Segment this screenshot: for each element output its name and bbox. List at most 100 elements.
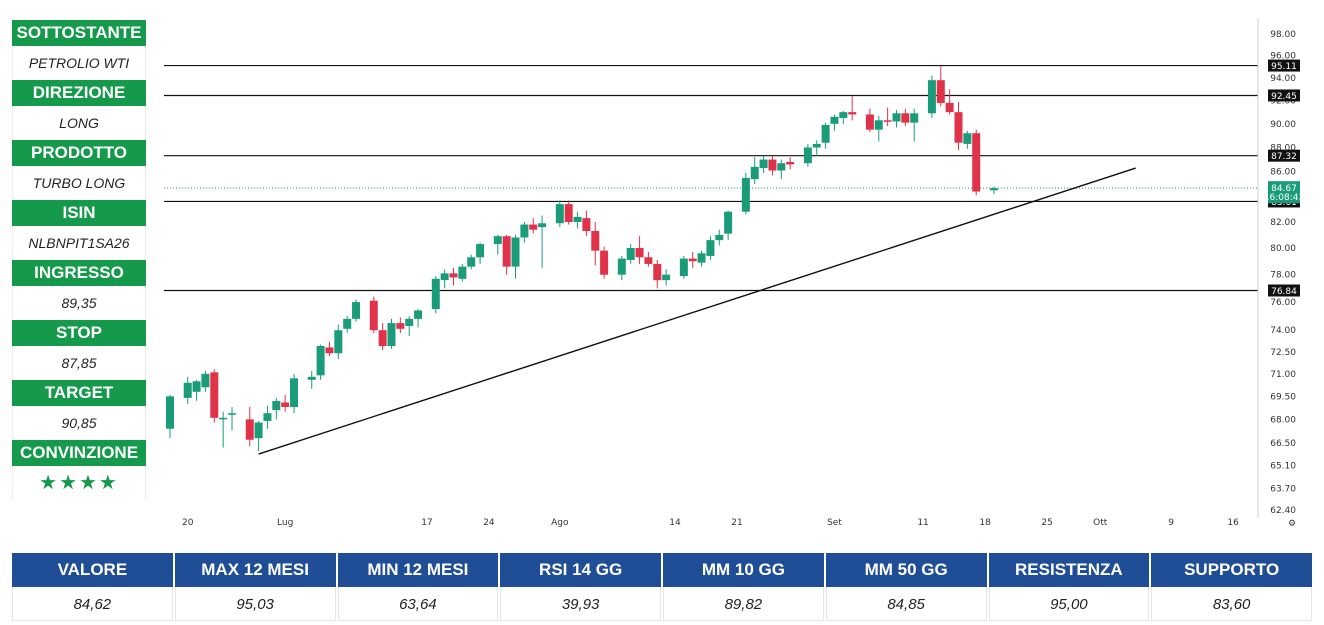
candle-body — [493, 236, 502, 245]
candle-body — [600, 250, 609, 275]
candle-body — [290, 378, 299, 408]
y-tick-label: 69.50 — [1270, 392, 1296, 402]
y-tick-label: 76.00 — [1270, 298, 1296, 308]
stats-value-row: 84,62 95,03 63,64 39,93 89,82 84,85 95,0… — [12, 587, 1312, 621]
stats-table: VALORE MAX 12 MESI MIN 12 MESI RSI 14 GG… — [12, 553, 1312, 621]
panel-label: DIREZIONE — [12, 80, 146, 106]
y-tick-label: 62.40 — [1270, 506, 1296, 516]
current-price-tag — [1268, 181, 1300, 204]
panel-label: ISIN — [12, 200, 146, 226]
current-price-label: 84.67 — [1271, 184, 1297, 194]
panel-value: ★★★★ — [12, 466, 146, 500]
candle-body — [183, 382, 192, 398]
candle-body — [901, 113, 910, 123]
candle-body — [927, 80, 936, 114]
x-tick-label: 25 — [1041, 518, 1052, 528]
stats-value: 39,93 — [500, 587, 661, 621]
y-tick-label: 68.00 — [1270, 415, 1296, 425]
panel-value: NLBNPIT1SA26 — [12, 226, 146, 260]
y-tick-label: 72.50 — [1270, 348, 1296, 358]
candle-body — [228, 413, 237, 415]
y-tick-label: 92.00 — [1270, 97, 1296, 107]
candle-body — [591, 231, 600, 251]
x-axis: 20 Lug 17 24 Ago 14 21 Set 11 18 25 Ott 9 16 ⚙ — [182, 518, 1296, 529]
candle-body — [883, 120, 892, 122]
candle-body — [449, 273, 458, 278]
candle-body — [343, 318, 352, 329]
candle-body — [201, 373, 210, 388]
candle-body — [387, 323, 396, 347]
y-tick-label: 98.00 — [1270, 30, 1296, 40]
candle-body — [520, 224, 529, 238]
candle-body — [245, 419, 254, 440]
y-tick-label: 86.00 — [1270, 168, 1296, 178]
candle-body — [316, 346, 325, 376]
panel-item: STOP 87,85 — [12, 320, 146, 380]
x-tick-label: 18 — [979, 518, 991, 528]
x-tick-label: 21 — [731, 518, 742, 528]
panel-item: CONVINZIONE ★★★★ — [12, 440, 146, 500]
candle-body — [635, 247, 644, 258]
candle-body — [307, 376, 316, 380]
horizontal-levels — [164, 64, 1258, 292]
y-tick-label: 66.50 — [1270, 439, 1296, 449]
candle-body — [910, 113, 919, 123]
candle-body — [502, 236, 511, 267]
candle-body — [555, 204, 564, 224]
candle-body — [431, 278, 440, 310]
level-tag — [1268, 284, 1300, 297]
panel-label: TARGET — [12, 380, 146, 406]
candle-body — [511, 237, 520, 267]
y-tick-label: 74.00 — [1270, 326, 1296, 336]
candle-body — [839, 112, 848, 118]
candle-body — [724, 211, 733, 234]
level-tag — [1268, 59, 1300, 72]
x-tick-label: Set — [827, 518, 842, 528]
candle-body — [848, 112, 857, 115]
candle-body — [440, 273, 449, 281]
y-tick-label: 63.70 — [1270, 484, 1296, 494]
candle-body — [582, 218, 591, 232]
level-label: 76.84 — [1271, 287, 1297, 297]
stats-value: 84,85 — [825, 587, 987, 621]
candle-body — [653, 263, 662, 281]
candle-body — [352, 302, 361, 319]
candle-body — [741, 177, 750, 212]
candle-body — [476, 244, 485, 258]
candle-body — [936, 80, 945, 103]
candle-body — [192, 381, 201, 392]
stats-value: 63,64 — [337, 587, 499, 621]
panel-label: PRODOTTO — [12, 140, 146, 166]
candle-body — [219, 417, 228, 420]
candle-body — [892, 113, 901, 122]
candle-body — [768, 159, 777, 171]
candle-body — [538, 223, 547, 228]
y-tick-label: 90.00 — [1270, 120, 1296, 130]
candle-body — [263, 413, 272, 421]
stats-header: MM 10 GG — [663, 553, 824, 587]
stats-value: 95,00 — [988, 587, 1150, 621]
trendline-line — [258, 167, 1136, 455]
x-tick-label: Ago — [551, 518, 569, 528]
level-tag — [1268, 89, 1300, 102]
panel-item: DIREZIONE LONG — [12, 80, 146, 140]
panel-value: LONG — [12, 106, 146, 140]
rating-stars: ★★★★ — [39, 472, 119, 494]
candle-body — [777, 163, 786, 171]
candle-body — [325, 347, 334, 354]
candle-body — [954, 112, 963, 143]
candle-body — [706, 240, 715, 256]
info-panel: SOTTOSTANTE PETROLIO WTI DIREZIONE LONG … — [12, 20, 146, 500]
candle-body — [626, 247, 635, 260]
level-label: 92.45 — [1271, 92, 1297, 102]
candle-body — [963, 133, 972, 144]
stats-header-row: VALORE MAX 12 MESI MIN 12 MESI RSI 14 GG… — [12, 553, 1312, 587]
y-tick-label: 88.00 — [1270, 143, 1296, 153]
candles — [166, 65, 998, 451]
stats-header: VALORE — [12, 553, 173, 587]
candle-body — [210, 372, 219, 418]
stats-header: RESISTENZA — [988, 553, 1150, 587]
panel-item: ISIN NLBNPIT1SA26 — [12, 200, 146, 260]
candle-body — [679, 258, 688, 277]
